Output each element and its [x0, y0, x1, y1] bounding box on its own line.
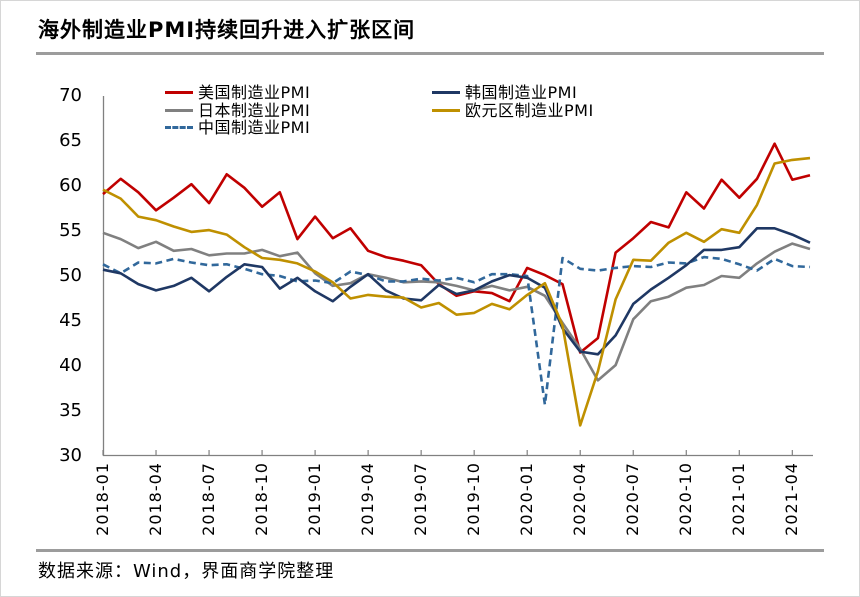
x-axis-label: 2018-04	[146, 462, 166, 536]
legend-swatch-us-line	[165, 91, 193, 95]
y-axis-label: 65	[59, 130, 82, 151]
y-axis-label: 55	[59, 220, 82, 241]
x-axis-label: 2019-04	[358, 462, 378, 536]
legend-item-china: 中国制造业PMI	[165, 119, 310, 137]
x-axis-label: 2019-01	[305, 462, 325, 536]
y-axis-label: 40	[59, 355, 82, 376]
x-axis-label: 2018-10	[252, 462, 272, 536]
y-axis-label: 45	[59, 310, 82, 331]
y-axis-label: 70	[59, 85, 82, 106]
legend-label-china: 中国制造业PMI	[198, 118, 311, 138]
legend-label-japan: 日本制造业PMI	[198, 100, 311, 120]
legend-item-korea: 韩国制造业PMI	[432, 84, 594, 102]
legend-item-eurozone: 欧元区制造业PMI	[432, 102, 594, 120]
y-axis-label: 35	[59, 400, 82, 421]
line-eurozone-pmi	[102, 156, 811, 427]
x-axis-label: 2021-01	[729, 462, 749, 536]
x-axis-label: 2021-04	[782, 462, 802, 536]
legend-swatch-china-line	[165, 126, 193, 130]
line-us-pmi	[102, 142, 811, 354]
line-korea-pmi	[102, 227, 811, 356]
x-axis-label: 2020-10	[676, 462, 696, 536]
line-china-pmi	[102, 255, 811, 407]
legend-swatch-eurozone-line	[432, 108, 460, 112]
y-axis-label: 50	[59, 265, 82, 286]
legend-swatch-japan-line	[165, 108, 193, 112]
legend-label-korea: 韩国制造业PMI	[465, 83, 578, 103]
x-axis-label: 2018-07	[199, 462, 219, 536]
legend-column-right: 韩国制造业PMI 欧元区制造业PMI	[432, 84, 594, 119]
legend-swatch-korea-line	[432, 91, 460, 95]
footer-divider	[36, 549, 824, 552]
x-axis-label: 2019-07	[411, 462, 431, 536]
title-divider	[36, 52, 824, 55]
x-axis-label: 2020-04	[570, 462, 590, 536]
line-japan-pmi	[102, 231, 811, 382]
x-axis-label: 2018-01	[93, 462, 112, 536]
legend-label-eurozone: 欧元区制造业PMI	[465, 100, 594, 120]
x-axis-label: 2020-07	[623, 462, 643, 536]
x-axis-label: 2020-01	[517, 462, 537, 536]
x-axis-label: 2019-10	[464, 462, 484, 536]
legend-item-japan: 日本制造业PMI	[165, 102, 310, 120]
legend-label-us: 美国制造业PMI	[198, 83, 311, 103]
data-source-note: 数据来源：Wind，界面商学院整理	[38, 561, 335, 582]
y-axis-label: 60	[59, 175, 82, 196]
legend-column-left: 美国制造业PMI 日本制造业PMI 中国制造业PMI	[165, 84, 310, 137]
y-axis-label: 30	[59, 445, 82, 466]
legend-item-us: 美国制造业PMI	[165, 84, 310, 102]
chart-title: 海外制造业PMI持续回升进入扩张区间	[38, 18, 416, 42]
